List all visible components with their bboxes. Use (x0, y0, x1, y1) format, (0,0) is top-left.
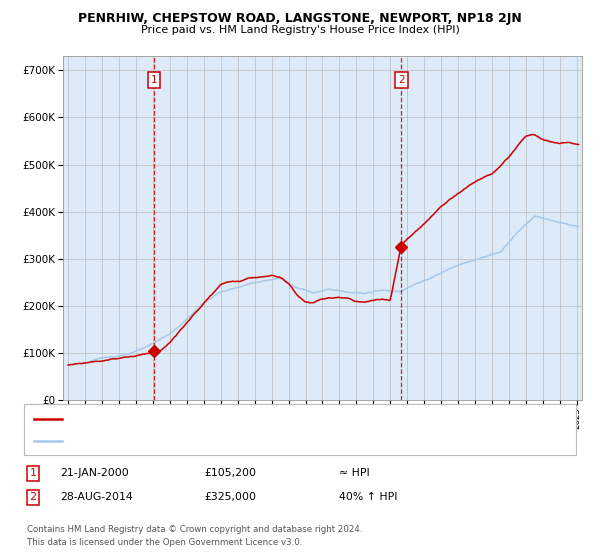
Text: ≈ HPI: ≈ HPI (339, 468, 370, 478)
Text: This data is licensed under the Open Government Licence v3.0.: This data is licensed under the Open Gov… (27, 538, 302, 547)
Text: 40% ↑ HPI: 40% ↑ HPI (339, 492, 397, 502)
Text: 2: 2 (29, 492, 37, 502)
Text: £105,200: £105,200 (204, 468, 256, 478)
Text: HPI: Average price, detached house, Newport: HPI: Average price, detached house, Newp… (67, 436, 289, 446)
Text: PENRHIW, CHEPSTOW ROAD, LANGSTONE, NEWPORT, NP18 2JN: PENRHIW, CHEPSTOW ROAD, LANGSTONE, NEWPO… (78, 12, 522, 25)
Text: 28-AUG-2014: 28-AUG-2014 (60, 492, 133, 502)
Text: Contains HM Land Registry data © Crown copyright and database right 2024.: Contains HM Land Registry data © Crown c… (27, 525, 362, 534)
Text: 21-JAN-2000: 21-JAN-2000 (60, 468, 129, 478)
Text: 1: 1 (151, 74, 157, 85)
Text: £325,000: £325,000 (204, 492, 256, 502)
Text: PENRHIW, CHEPSTOW ROAD, LANGSTONE, NEWPORT, NP18 2JN (detached house): PENRHIW, CHEPSTOW ROAD, LANGSTONE, NEWPO… (67, 414, 469, 424)
Text: 1: 1 (29, 468, 37, 478)
Text: Price paid vs. HM Land Registry's House Price Index (HPI): Price paid vs. HM Land Registry's House … (140, 25, 460, 35)
Text: 2: 2 (398, 74, 404, 85)
